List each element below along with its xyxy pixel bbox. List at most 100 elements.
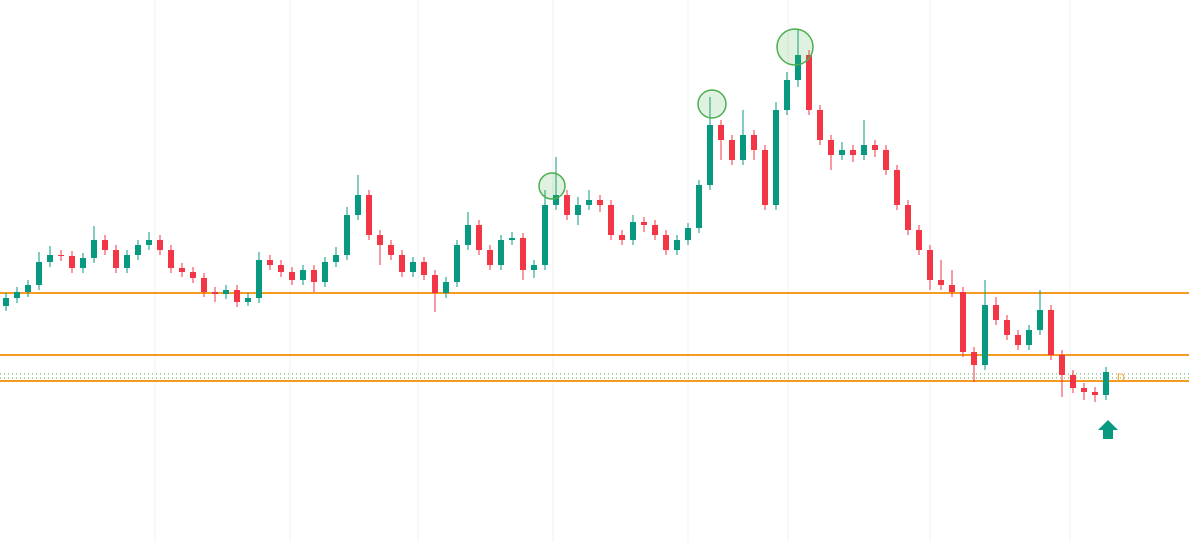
candle-body [817, 110, 823, 140]
candle-body [245, 298, 251, 302]
candle-body [993, 305, 999, 320]
buy-arrow [1098, 420, 1118, 439]
candle-body [509, 238, 515, 240]
candle-body [47, 255, 53, 262]
candle-body [707, 125, 713, 185]
candle-body [619, 235, 625, 240]
highlight-circle [776, 28, 814, 66]
candle-body [465, 225, 471, 245]
candle-body [388, 245, 394, 255]
candle-body [1059, 355, 1065, 375]
candle-body [322, 262, 328, 282]
candle-body [685, 228, 691, 240]
levels [0, 292, 1189, 382]
candle-body [25, 285, 31, 292]
candle-body [1103, 372, 1109, 395]
candle-body [784, 80, 790, 110]
candle-body [256, 260, 262, 298]
candle-body [69, 256, 75, 268]
candle-body [982, 305, 988, 365]
candle-body [443, 282, 449, 293]
candle-body [795, 55, 801, 80]
candle-body [575, 205, 581, 215]
candle-body [234, 290, 240, 302]
candle-body [696, 185, 702, 228]
candle-body [916, 230, 922, 250]
candle-body [927, 250, 933, 280]
candle-body [399, 255, 405, 272]
level-label: D [1117, 372, 1125, 384]
candle-body [1070, 375, 1076, 388]
candle-body [179, 268, 185, 272]
candle-body [212, 292, 218, 294]
candle-body [652, 225, 658, 235]
candle-body [278, 265, 284, 272]
candle-body [1081, 388, 1087, 392]
candle-body [839, 150, 845, 155]
candle-body [311, 270, 317, 282]
candle-body [157, 240, 163, 250]
candle-body [663, 235, 669, 250]
candle-body [674, 240, 680, 250]
candle-body [487, 250, 493, 265]
candle-body [718, 125, 724, 140]
candle-body [476, 225, 482, 250]
candle-body [762, 150, 768, 205]
candle-body [498, 240, 504, 265]
candle-body [894, 170, 900, 205]
candle-body [421, 262, 427, 275]
candle-body [850, 150, 856, 155]
candle-body [1092, 392, 1098, 395]
candle-body [344, 215, 350, 255]
candle-body [58, 255, 64, 256]
candle-body [564, 195, 570, 215]
candle-body [751, 135, 757, 150]
candle-body [960, 292, 966, 352]
candle-body [806, 55, 812, 110]
candle-body [190, 272, 196, 278]
candle-body [740, 135, 746, 160]
candle-body [872, 145, 878, 150]
candle-body [91, 240, 97, 258]
candle-body [1048, 310, 1054, 355]
candle-body [641, 222, 647, 225]
candle-body [80, 258, 86, 268]
highlight-circle [538, 172, 566, 200]
candle-body [124, 255, 130, 268]
candle-body [223, 290, 229, 294]
candle-body [3, 298, 9, 306]
candle-body [586, 200, 592, 205]
candle-body [355, 195, 361, 215]
candle-body [113, 250, 119, 268]
candle-body [773, 110, 779, 205]
candle-body [883, 150, 889, 170]
candle-body [1037, 310, 1043, 330]
candle-body [377, 235, 383, 245]
candles [3, 30, 1109, 402]
candle-body [432, 275, 438, 293]
candle-body [553, 195, 559, 205]
candle-body [905, 205, 911, 230]
highlights [538, 28, 814, 200]
candle-body [531, 265, 537, 270]
candle-body [135, 245, 141, 255]
candle-body [949, 285, 955, 292]
candle-body [938, 280, 944, 285]
candle-body [454, 245, 460, 282]
candle-body [861, 145, 867, 155]
candle-body [971, 352, 977, 365]
candle-body [333, 255, 339, 262]
candle-body [102, 240, 108, 250]
candle-body [36, 262, 42, 285]
candle-body [14, 292, 20, 298]
candle-body [828, 140, 834, 155]
candle-body [410, 262, 416, 272]
candle-body [1015, 335, 1021, 345]
candle-body [168, 250, 174, 268]
candle-body [597, 200, 603, 205]
candle-body [1026, 330, 1032, 345]
candle-body [300, 270, 306, 280]
candle-body [146, 240, 152, 245]
candle-body [1004, 320, 1010, 335]
